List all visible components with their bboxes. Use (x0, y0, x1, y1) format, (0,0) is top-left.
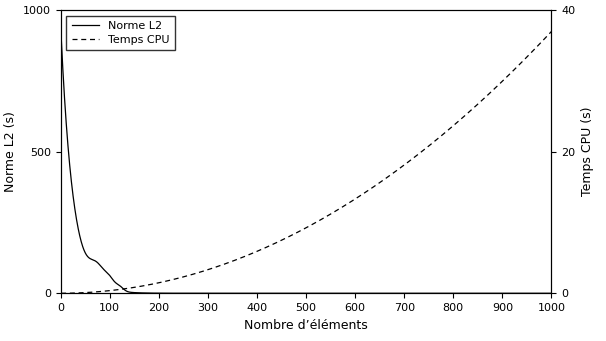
Temps CPU (283, 236, 290, 240)
Legend: Norme L2, Temps CPU: Norme L2, Temps CPU (66, 16, 175, 50)
Temps CPU (534, 44, 541, 48)
Line: Temps CPU: Temps CPU (61, 31, 551, 293)
Line: Norme L2: Norme L2 (61, 35, 551, 293)
Norme L2 (58, 33, 65, 37)
Y-axis label: Temps CPU (s): Temps CPU (s) (581, 107, 594, 196)
Norme L2 (548, 291, 555, 295)
Norme L2 (283, 291, 290, 295)
Temps CPU (82, 291, 90, 295)
Temps CPU (533, 45, 541, 49)
Norme L2 (296, 291, 303, 295)
Norme L2 (534, 291, 541, 295)
Norme L2 (82, 252, 90, 256)
Norme L2 (444, 291, 451, 295)
Norme L2 (533, 291, 541, 295)
Temps CPU (296, 229, 303, 233)
Temps CPU (548, 29, 555, 33)
Temps CPU (444, 129, 451, 133)
Y-axis label: Norme L2 (s): Norme L2 (s) (4, 111, 18, 192)
Temps CPU (58, 291, 65, 295)
X-axis label: Nombre d’éléments: Nombre d’éléments (244, 318, 368, 331)
